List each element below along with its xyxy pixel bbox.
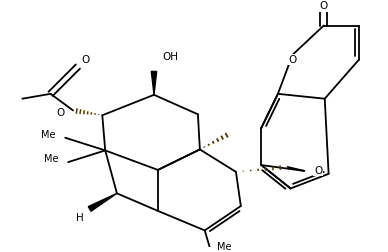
Text: O: O	[320, 1, 328, 11]
Polygon shape	[88, 193, 117, 211]
Text: Me: Me	[217, 242, 232, 252]
Polygon shape	[151, 71, 157, 95]
Text: Me: Me	[44, 154, 58, 164]
Text: O: O	[81, 55, 90, 65]
Text: O: O	[288, 55, 297, 65]
Text: Me: Me	[41, 130, 55, 140]
Text: O: O	[314, 166, 322, 176]
Text: O: O	[56, 108, 64, 118]
Text: H: H	[76, 213, 84, 223]
Text: OH: OH	[163, 52, 179, 62]
